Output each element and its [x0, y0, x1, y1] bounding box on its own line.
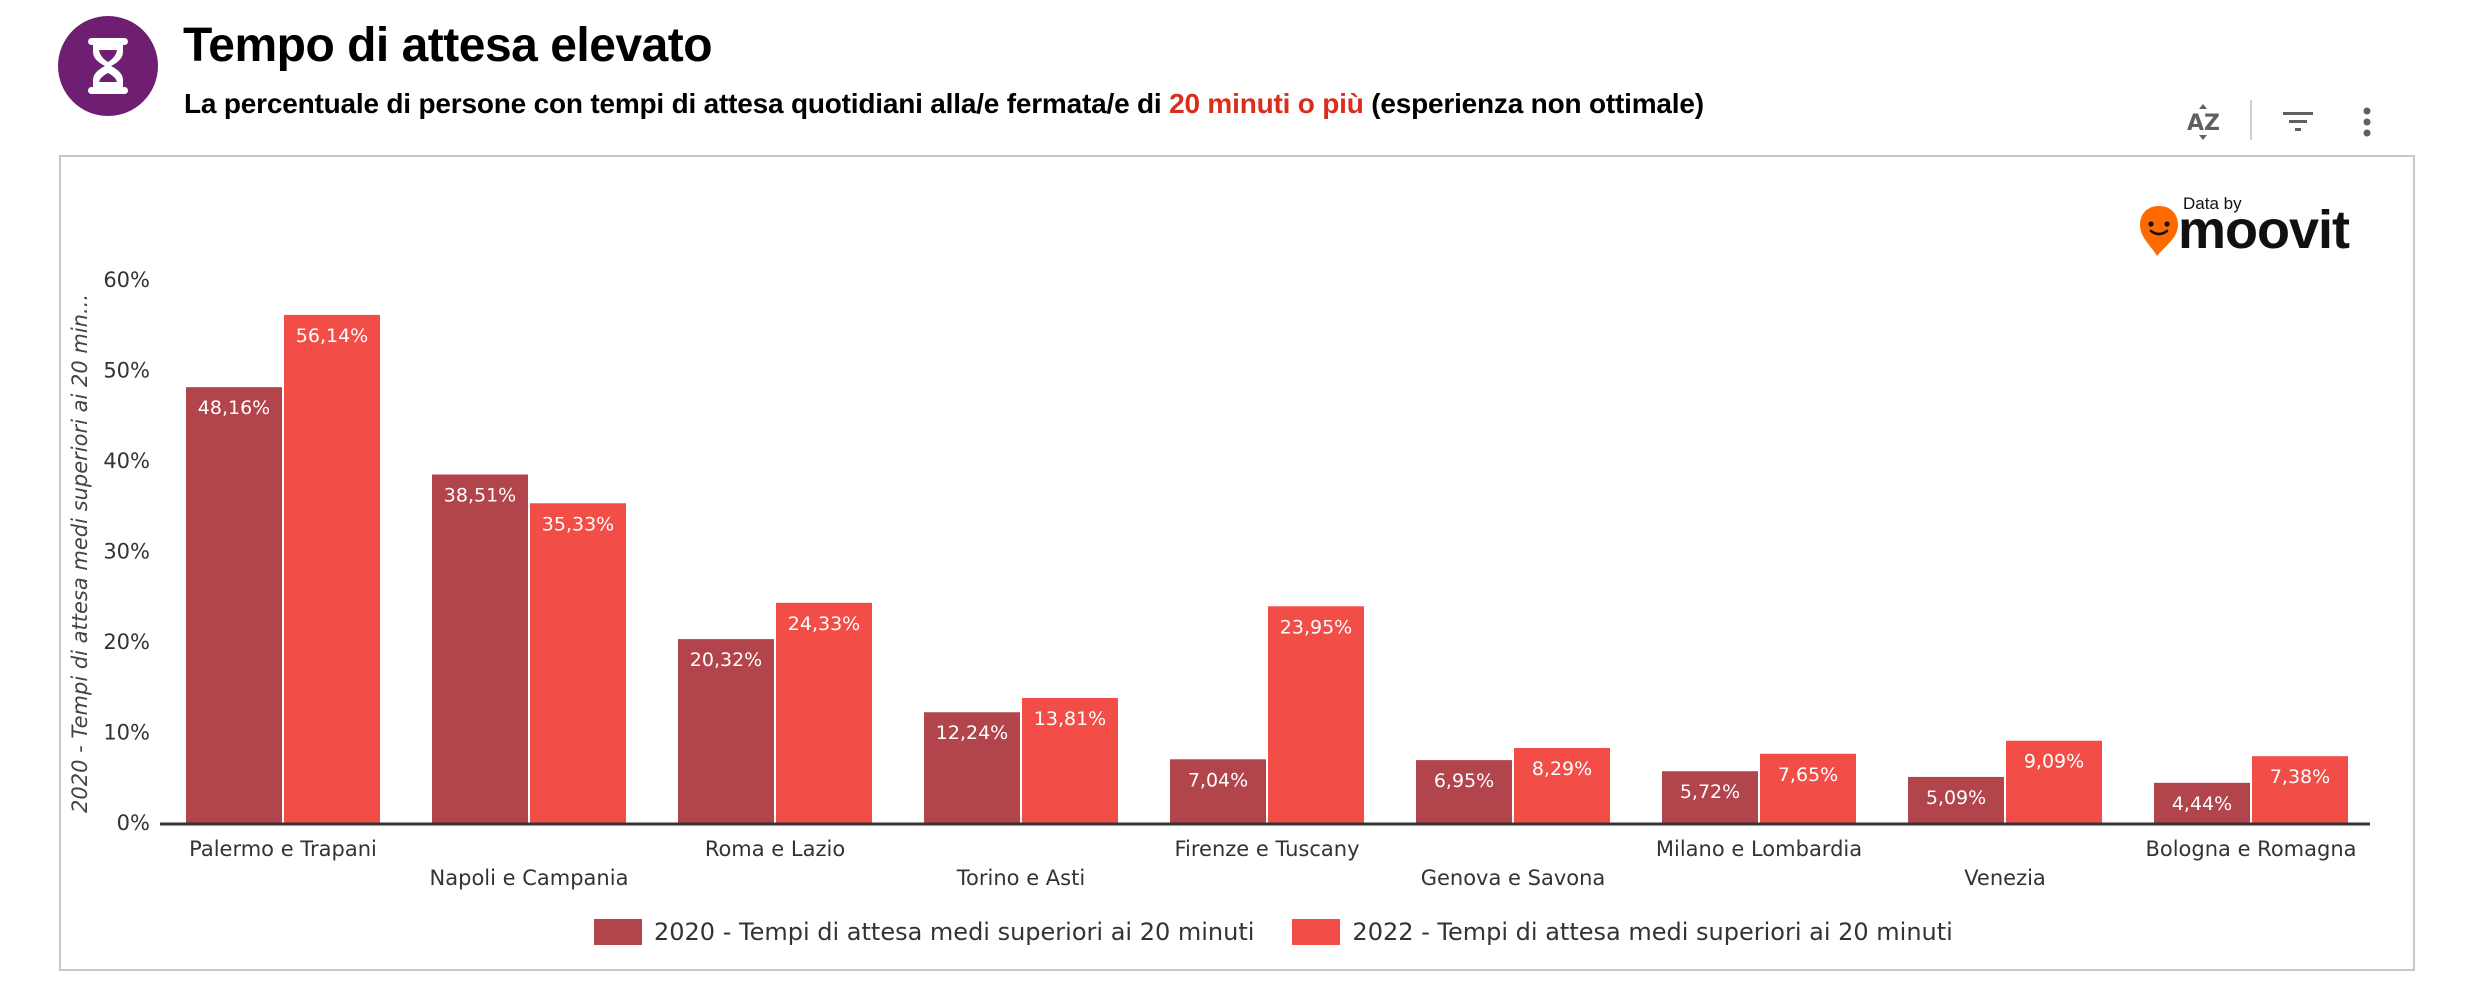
toolbar-divider: [2250, 100, 2252, 140]
y-tick-label: 50%: [103, 359, 150, 383]
bar-value-label: 6,95%: [1434, 770, 1494, 792]
x-tick-label: Roma e Lazio: [705, 837, 845, 861]
bar-value-label: 12,24%: [936, 722, 1008, 744]
chart-toolbar: AZ: [2170, 100, 2390, 144]
bar-value-label: 23,95%: [1280, 616, 1352, 638]
bar-2022[interactable]: [2006, 740, 2102, 823]
bars: 48,16% 56,14% 38,51% 35,33% 20,32% 24,33% 12,2…: [186, 314, 2348, 823]
bar-value-label: 48,16%: [198, 397, 270, 419]
hourglass-badge: [58, 16, 158, 116]
bar-2020[interactable]: [1908, 776, 2004, 823]
bar-value-label: 5,72%: [1680, 781, 1740, 803]
bar-2020[interactable]: [1170, 759, 1266, 823]
legend-label-2022: 2022 - Tempi di attesa medi superiori ai…: [1352, 918, 1953, 946]
bar-2020[interactable]: [1416, 760, 1512, 823]
moovit-pin-icon: [2140, 206, 2178, 256]
page-subtitle: La percentuale di persone con tempi di a…: [184, 86, 1704, 122]
x-tick-label: Firenze e Tuscany: [1174, 837, 1359, 861]
bar-value-label: 7,65%: [1778, 764, 1838, 786]
y-tick-label: 30%: [103, 540, 150, 564]
y-tick-label: 20%: [103, 630, 150, 654]
moovit-logo: Data by moovit: [2138, 194, 2368, 258]
bar-2020[interactable]: [432, 474, 528, 823]
legend-swatch-2022: [1292, 919, 1341, 945]
x-tick-label: Genova e Savona: [1421, 866, 1606, 890]
y-tick-label: 10%: [103, 721, 150, 745]
bar-2020[interactable]: [678, 639, 774, 823]
y-tick-label: 60%: [103, 268, 150, 292]
bar-value-label: 20,32%: [690, 649, 762, 671]
x-axis-labels: Palermo e Trapani Napoli e Campania Roma e…: [189, 837, 2356, 890]
bar-2022[interactable]: [1760, 753, 1856, 823]
bar-2022[interactable]: [530, 503, 626, 823]
x-tick-label: Bologna e Romagna: [2145, 837, 2356, 861]
moovit-wordmark: moovit: [2178, 200, 2350, 260]
y-axis: 0% 10% 20% 30% 40% 50% 60%: [103, 268, 150, 835]
bar-2022[interactable]: [284, 314, 380, 823]
more-vertical-icon: [2363, 107, 2371, 137]
legend-item-2022[interactable]: 2022 - Tempi di attesa medi superiori ai…: [1292, 918, 1953, 946]
sort-az-icon: AZ: [2187, 104, 2220, 140]
x-tick-label: Palermo e Trapani: [189, 837, 377, 861]
bar-value-label: 7,38%: [2270, 766, 2330, 788]
legend-label-2020: 2020 - Tempi di attesa medi superiori ai…: [654, 918, 1255, 946]
bar-2020[interactable]: [186, 387, 282, 823]
subtitle-suffix: (esperienza non ottimale): [1363, 88, 1704, 119]
y-tick-label: 0%: [117, 811, 150, 835]
bar-2020[interactable]: [924, 712, 1020, 823]
x-tick-label: Torino e Asti: [956, 866, 1085, 890]
bar-value-label: 38,51%: [444, 484, 516, 506]
bar-value-label: 13,81%: [1034, 708, 1106, 730]
hourglass-icon: [88, 38, 128, 94]
bar-value-label: 9,09%: [2024, 751, 2084, 773]
x-tick-label: Milano e Lombardia: [1656, 837, 1862, 861]
bar-value-label: 24,33%: [788, 613, 860, 635]
bar-value-label: 8,29%: [1532, 758, 1592, 780]
x-tick-label: Napoli e Campania: [430, 866, 629, 890]
bar-2020[interactable]: [2154, 782, 2250, 823]
bar-value-label: 56,14%: [296, 325, 368, 347]
filter-icon: [2283, 112, 2313, 131]
bar-2022[interactable]: [1514, 747, 1610, 823]
bar-2022[interactable]: [1268, 606, 1364, 823]
x-tick-label: Venezia: [1964, 866, 2046, 890]
y-axis-title: 2020 - Tempi di attesa medi superiori ai…: [68, 294, 92, 813]
data-by-label: Data by: [2183, 194, 2242, 213]
subtitle-text: La percentuale di persone con tempi di a…: [184, 88, 1170, 119]
bar-2020[interactable]: [1662, 771, 1758, 823]
legend-item-2020[interactable]: 2020 - Tempi di attesa medi superiori ai…: [594, 918, 1254, 946]
legend-swatch-2020: [594, 919, 642, 945]
y-tick-label: 40%: [103, 449, 150, 473]
bar-2022[interactable]: [2252, 756, 2348, 823]
filter-button[interactable]: [2278, 100, 2318, 144]
bar-2022[interactable]: [1022, 698, 1118, 823]
chart-legend: 2020 - Tempi di attesa medi superiori ai…: [594, 918, 1991, 946]
bar-2022[interactable]: [776, 602, 872, 823]
svg-text:AZ: AZ: [2187, 111, 2220, 136]
bar-value-label: 4,44%: [2172, 793, 2232, 815]
bar-value-label: 35,33%: [542, 513, 614, 535]
sort-button[interactable]: AZ: [2184, 100, 2222, 144]
bar-value-label: 5,09%: [1926, 787, 1986, 809]
subtitle-highlight: 20 minuti o più: [1169, 88, 1364, 119]
more-options-button[interactable]: [2352, 100, 2382, 144]
page-title: Tempo di attesa elevato: [183, 19, 713, 72]
bar-value-label: 7,04%: [1188, 769, 1248, 791]
